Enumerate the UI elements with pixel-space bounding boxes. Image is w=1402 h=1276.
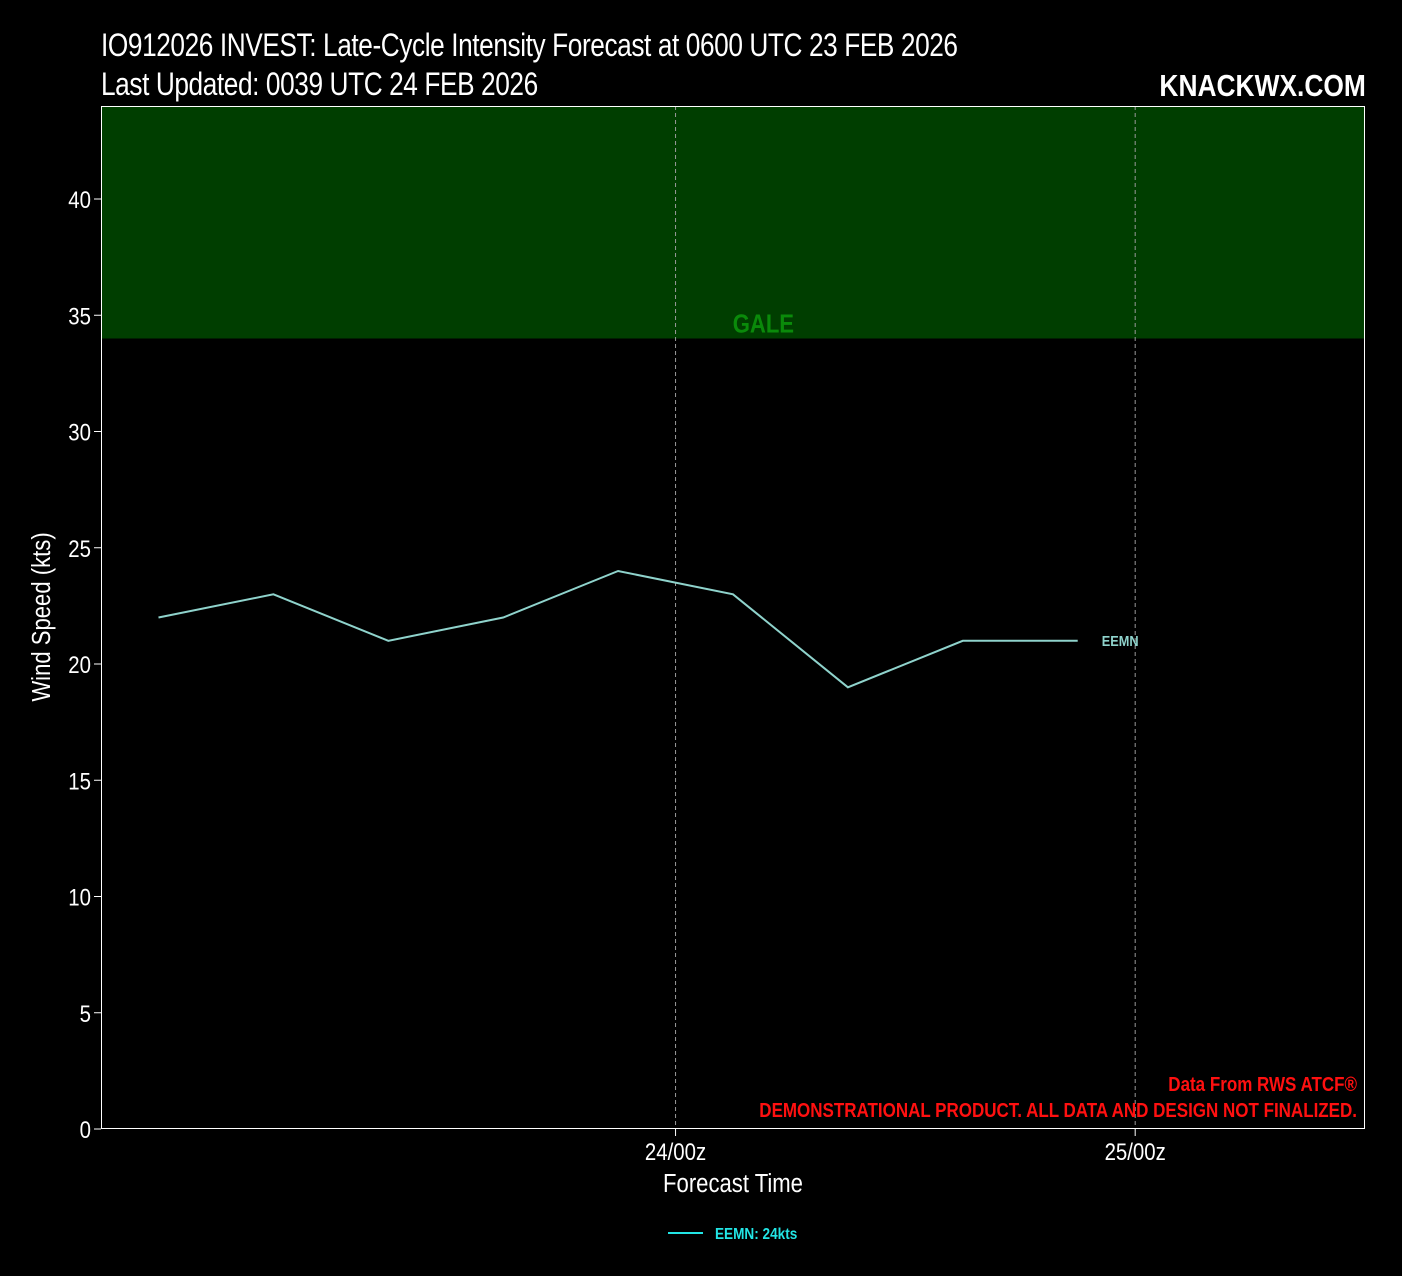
- x-axis-label: Forecast Time: [663, 1169, 803, 1198]
- last-updated-subtitle: Last Updated: 0039 UTC 24 FEB 2026: [101, 66, 538, 102]
- y-tick-label: 5: [80, 1000, 91, 1027]
- x-tick-label: 24/00z: [645, 1138, 706, 1165]
- legend-label-eemn: EEMN: 24kts: [715, 1226, 797, 1243]
- y-tick-label: 30: [68, 419, 91, 446]
- demo-disclaimer: DEMONSTRATIONAL PRODUCT. ALL DATA AND DE…: [759, 1099, 1357, 1122]
- y-tick-label: 35: [68, 303, 91, 330]
- brand-logo-text: KNACKWX.COM: [1159, 68, 1366, 103]
- chart-title: IO912026 INVEST: Late-Cycle Intensity Fo…: [101, 27, 958, 63]
- y-tick-label: 40: [68, 186, 91, 213]
- y-tick-label: 20: [68, 651, 91, 678]
- y-tick-label: 0: [80, 1116, 91, 1143]
- legend: EEMN: 24kts: [668, 1226, 797, 1243]
- y-tick-label: 10: [68, 884, 91, 911]
- y-tick-label: 15: [68, 768, 91, 795]
- y-tick-label: 25: [68, 535, 91, 562]
- gale-band: [101, 106, 1365, 339]
- x-tick-label: 25/00z: [1105, 1138, 1166, 1165]
- plot-frame: [101, 106, 1365, 1129]
- gale-band-label: GALE: [733, 310, 794, 339]
- series-end-label-eemn: EEMN: [1102, 632, 1139, 649]
- y-axis-label: Wind Speed (kts): [27, 532, 56, 701]
- data-source-credit: Data From RWS ATCF®: [1168, 1073, 1357, 1096]
